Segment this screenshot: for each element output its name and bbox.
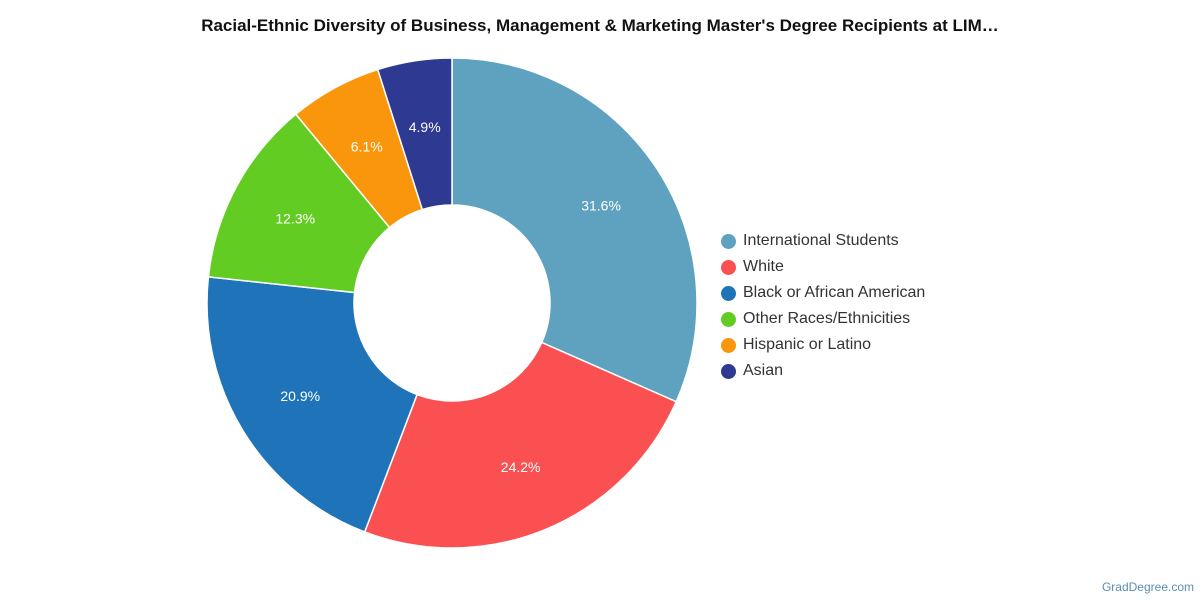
legend-swatch-icon (721, 259, 736, 275)
slice-label-hispanic-or-latino: 6.1% (351, 139, 383, 155)
legend-swatch-icon (721, 337, 736, 353)
legend-label: International Students (743, 232, 899, 249)
legend-swatch-icon (721, 233, 736, 249)
slice-label-white: 24.2% (501, 459, 541, 475)
chart-legend: International Students White Black or Afri… (721, 228, 925, 384)
slice-international-students (451, 57, 698, 403)
legend-item-asian[interactable]: Asian (721, 358, 925, 384)
slice-label-black-or-african-american: 20.9% (280, 388, 320, 404)
legend-label: Black or African American (743, 284, 926, 301)
slice-label-international-students: 31.6% (581, 198, 621, 214)
legend-label: Asian (743, 362, 784, 379)
chart-title: Racial-Ethnic Diversity of Business, Man… (201, 16, 999, 35)
legend-label: Other Races/Ethnicities (743, 310, 911, 327)
legend-item-international-students[interactable]: International Students (721, 228, 925, 254)
donut-labels: 31.6% 24.2% 20.9% 12.3% 6.1% 4.9% (275, 119, 621, 475)
legend-swatch-icon (721, 363, 736, 379)
slice-label-asian: 4.9% (409, 119, 441, 135)
slice-white (363, 341, 678, 549)
source-credit: GradDegree.com (1101, 580, 1194, 594)
legend-label: White (743, 258, 784, 275)
legend-item-hispanic-or-latino[interactable]: Hispanic or Latino (721, 332, 925, 358)
slice-asian (376, 57, 453, 211)
slice-label-other-races-ethnicities: 12.3% (275, 211, 315, 227)
slice-other-races-ethnicities (207, 113, 391, 294)
slice-black-or-african-american (206, 276, 419, 533)
legend-item-black-or-african-american[interactable]: Black or African American (721, 280, 925, 306)
legend-swatch-icon (721, 311, 736, 327)
legend-item-white[interactable]: White (721, 254, 925, 280)
donut-slices (206, 57, 698, 549)
legend-swatch-icon (721, 285, 736, 301)
legend-label: Hispanic or Latino (743, 336, 872, 353)
legend-item-other-races-ethnicities[interactable]: Other Races/Ethnicities (721, 306, 925, 332)
